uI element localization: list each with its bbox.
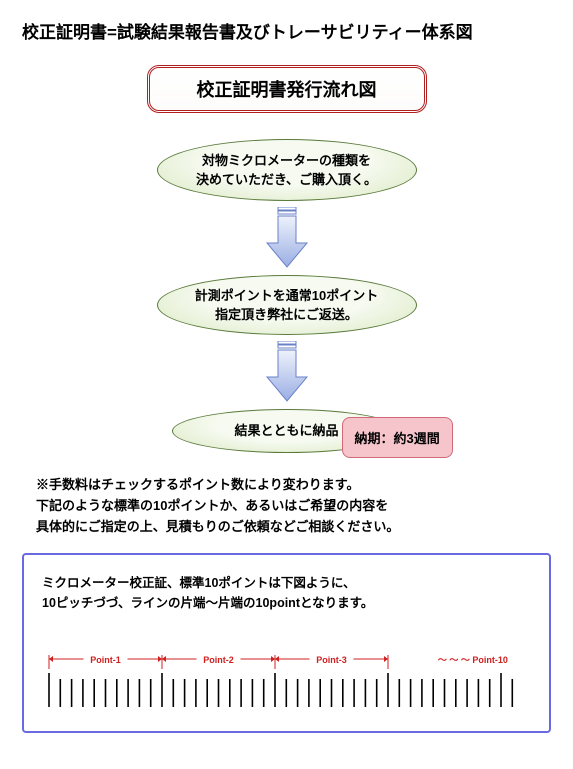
svg-text:Point-2: Point-2 — [203, 655, 234, 665]
flow-arrow-2 — [257, 341, 317, 403]
lead-time-text: 納期：約3週間 — [355, 431, 440, 446]
lead-time-badge: 納期：約3週間 — [342, 417, 453, 458]
svg-text:～ ～ ～ Point-10: ～ ～ ～ Point-10 — [437, 655, 507, 665]
flow-step-1-text: 対物ミクロメーターの種類を 決めていただき、ご購入頂く。 — [196, 151, 377, 190]
svg-text:Point-3: Point-3 — [316, 655, 347, 665]
flow-step-1: 対物ミクロメーターの種類を 決めていただき、ご購入頂く。 — [157, 139, 417, 201]
page-title: 校正証明書=試験結果報告書及びトレーサビリティー体系図 — [22, 18, 551, 43]
scale-description: ミクロメーター校正証、標準10ポイントは下図ように、 10ピッチづづ、ラインの片… — [34, 573, 539, 613]
flow-step-3-text: 結果とともに納品 — [234, 421, 338, 441]
scale-desc-line-1: ミクロメーター校正証、標準10ポイントは下図ように、 — [42, 573, 539, 593]
flow-step-2-text: 計測ポイントを通常10ポイント 指定頂き弊社にご返送。 — [195, 286, 378, 325]
flow-arrow-1 — [257, 207, 317, 269]
scale-desc-line-2: 10ピッチづづ、ラインの片端～片端の10pointとなります。 — [42, 593, 539, 613]
note-line-1: ※手数料はチェックするポイント数により変わります。 — [36, 475, 537, 496]
note-line-2: 下記のような標準の10ポイントか、あるいはご希望の内容を — [36, 496, 537, 517]
note-block: ※手数料はチェックするポイント数により変わります。 下記のような標準の10ポイン… — [36, 475, 537, 537]
svg-text:Point-1: Point-1 — [90, 655, 121, 665]
note-line-3: 具体的にご指定の上、見積もりのご依頼などご相談ください。 — [36, 517, 537, 538]
scale-box: ミクロメーター校正証、標準10ポイントは下図ように、 10ピッチづづ、ラインの片… — [22, 553, 551, 733]
flow-title: 校正証明書発行流れ図 — [197, 80, 377, 100]
flow-title-box: 校正証明書発行流れ図 — [147, 65, 427, 113]
micrometer-scale-diagram: Point-1 Point-2 Point-3 ～ ～ ～ Point-10 — [37, 647, 537, 717]
flow-column: 対物ミクロメーターの種類を 決めていただき、ご購入頂く。 計測ポイントを通常10… — [22, 139, 551, 453]
flow-step-2: 計測ポイントを通常10ポイント 指定頂き弊社にご返送。 — [157, 275, 417, 335]
